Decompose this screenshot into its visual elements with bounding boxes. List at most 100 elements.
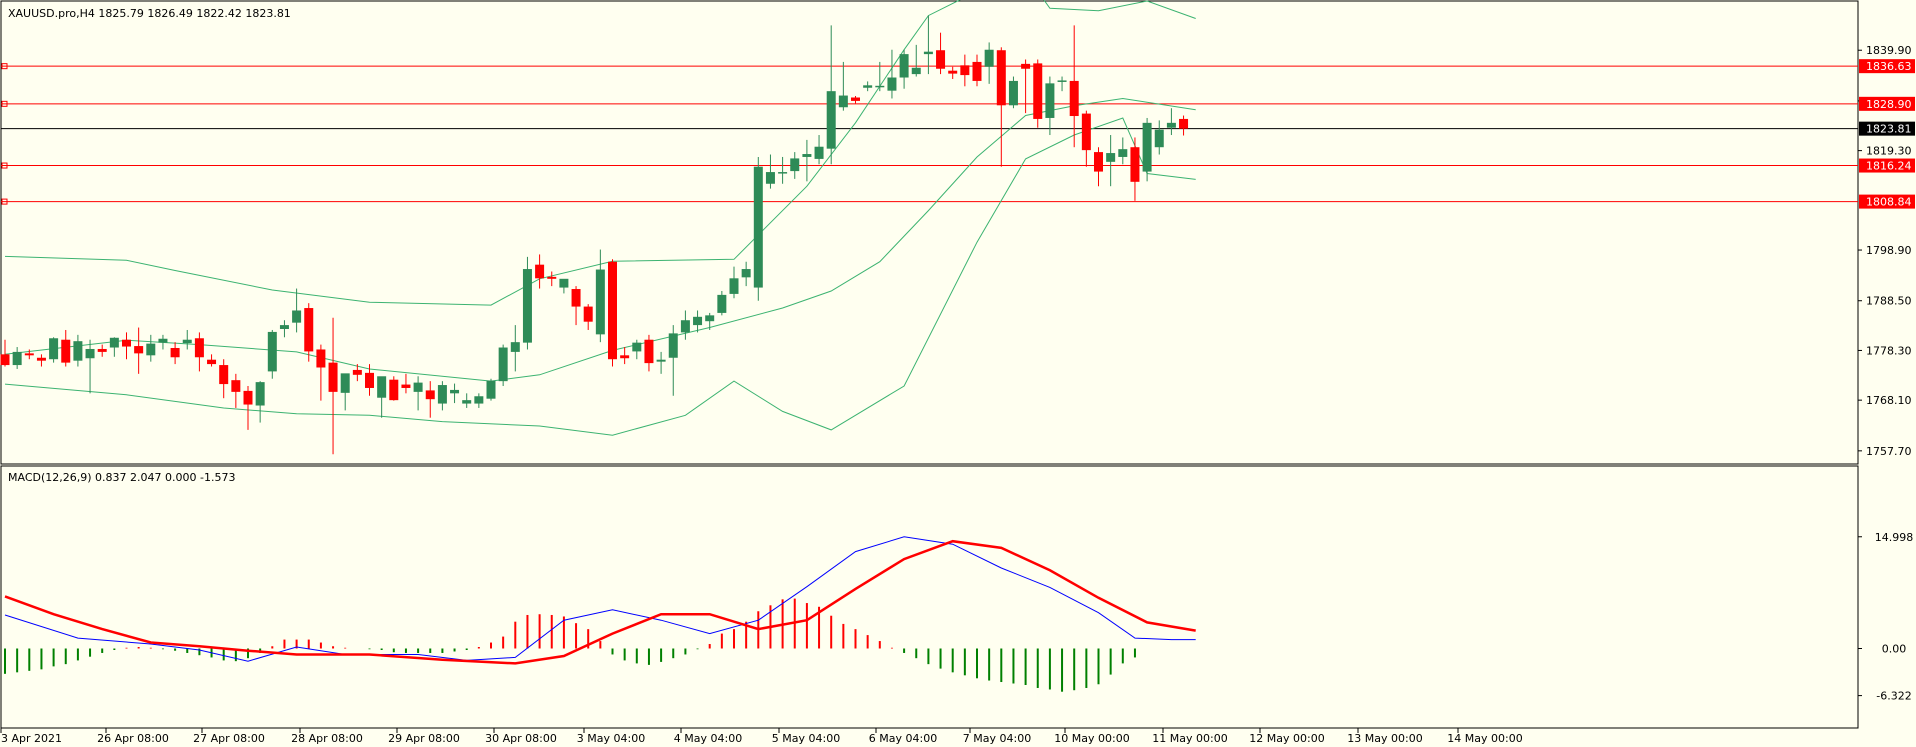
bull-candle-body xyxy=(1154,129,1164,148)
horizontal-levels xyxy=(1,63,1858,205)
bull-candle-body xyxy=(1057,80,1067,82)
bear-candle-body xyxy=(170,348,180,358)
bollinger-upper xyxy=(4,0,1196,306)
time-tick-label: 14 May 00:00 xyxy=(1447,732,1522,745)
level-price-label: 1836.63 xyxy=(1866,60,1912,73)
macd-pane[interactable]: MACD(12,26,9) 0.837 2.047 0.000 -1.573 1… xyxy=(0,465,1913,729)
time-tick-label: 23 Apr 2021 xyxy=(0,732,62,745)
bear-candle-body xyxy=(365,372,374,388)
symbol-header: XAUUSD.pro,H4 1825.79 1826.49 1822.42 18… xyxy=(8,7,291,20)
bear-candle-body xyxy=(571,289,581,307)
bear-candle-body xyxy=(1069,80,1079,117)
bear-candle-body xyxy=(1081,113,1091,151)
bear-candle-body xyxy=(948,70,958,74)
macd-lines xyxy=(4,536,1196,665)
bull-candle-body xyxy=(85,348,95,359)
bull-candle-body xyxy=(863,85,873,88)
bull-candle-body xyxy=(668,333,678,358)
bull-candle-body xyxy=(923,51,933,55)
macd-main-line xyxy=(4,536,1196,662)
bear-candle-body xyxy=(608,261,617,360)
bull-candle-body xyxy=(292,310,302,323)
bull-candle-body xyxy=(802,154,812,157)
bull-candle-body xyxy=(1106,153,1116,162)
bear-candle-body xyxy=(583,306,593,322)
bear-candle-body xyxy=(0,354,10,366)
bear-candle-body xyxy=(231,380,241,392)
bear-candle-body xyxy=(960,65,970,76)
macd-scale: 14.998 0.00 -6.322 xyxy=(1858,531,1913,703)
level-price-tag xyxy=(1859,59,1915,74)
candlesticks xyxy=(0,15,1189,455)
bull-candle-body xyxy=(486,380,496,399)
bull-candle-body xyxy=(279,325,289,329)
macd-scale-label: -6.322 xyxy=(1876,690,1911,703)
level-price-label: 1808.84 xyxy=(1866,196,1912,209)
bull-candle-body xyxy=(1008,80,1018,106)
price-pane[interactable]: XAUUSD.pro,H4 1825.79 1826.49 1822.42 18… xyxy=(0,0,1916,465)
bull-candle-body xyxy=(1166,122,1176,128)
bull-candle-body xyxy=(340,373,350,393)
bull-candle-body xyxy=(49,338,59,360)
time-tick-label: 12 May 00:00 xyxy=(1249,732,1324,745)
bull-candle-body xyxy=(1118,149,1128,157)
bull-candle-body xyxy=(680,320,690,333)
level-anchor xyxy=(1,100,8,107)
time-axis: 23 Apr 2021 26 Apr 08:00 27 Apr 08:00 28 Ap… xyxy=(0,728,1523,745)
bear-candle-body xyxy=(36,357,46,361)
time-tick-label: 11 May 00:00 xyxy=(1152,732,1227,745)
time-tick-label: 28 Apr 08:00 xyxy=(291,732,363,745)
price-tick-label: 1757.70 xyxy=(1866,445,1912,458)
level-price-tag xyxy=(1859,158,1915,173)
level-anchor xyxy=(1,63,8,70)
bear-candle-body xyxy=(1094,152,1103,172)
bear-candle-body xyxy=(61,339,71,363)
bull-candle-body xyxy=(1045,83,1055,118)
bull-candle-body xyxy=(911,67,921,75)
bear-candle-body xyxy=(304,308,314,352)
bear-candle-body xyxy=(24,353,34,356)
bull-candle-body xyxy=(450,389,460,394)
bull-candle-body xyxy=(109,337,119,348)
bull-candle-body xyxy=(741,269,751,278)
bull-candle-body xyxy=(1142,122,1152,172)
bull-candle-body xyxy=(765,172,775,184)
bull-candle-body xyxy=(632,342,642,352)
bull-candle-body xyxy=(182,339,192,344)
macd-signal-line xyxy=(4,539,1196,665)
macd-scale-label: 0.00 xyxy=(1882,643,1907,656)
bull-candle-body xyxy=(413,382,423,392)
bear-candle-body xyxy=(219,365,229,385)
bear-candle-body xyxy=(134,346,144,354)
bull-candle-body xyxy=(899,54,909,78)
bear-candle-body xyxy=(425,390,435,400)
time-tick-label: 7 May 04:00 xyxy=(963,732,1031,745)
bull-candle-body xyxy=(838,95,848,108)
bear-candle-body xyxy=(122,339,131,347)
bull-candle-body xyxy=(510,342,520,352)
bull-candle-body xyxy=(474,396,484,404)
price-tick-label: 1839.90 xyxy=(1866,44,1912,57)
time-tick-label: 26 Apr 08:00 xyxy=(97,732,169,745)
level-anchor xyxy=(1,162,8,169)
level-price-tag xyxy=(1859,96,1915,111)
bull-candle-body xyxy=(729,278,739,294)
bull-candle-body xyxy=(790,158,800,172)
bull-candle-body xyxy=(753,166,763,288)
bull-candle-body xyxy=(462,400,472,404)
price-tick-label: 1788.50 xyxy=(1866,295,1912,308)
bear-candle-body xyxy=(194,338,204,358)
time-tick-label: 4 May 04:00 xyxy=(674,732,742,745)
bull-candle-body xyxy=(875,85,885,88)
price-tick-label: 1798.90 xyxy=(1866,244,1912,257)
current-price-tag xyxy=(1859,121,1915,136)
time-tick-label: 5 May 04:00 xyxy=(772,732,840,745)
bear-candle-body xyxy=(996,50,1006,106)
bull-candle-body xyxy=(814,146,824,159)
bear-candle-body xyxy=(352,369,362,375)
level-price-label: 1828.90 xyxy=(1866,98,1912,111)
bull-candle-body xyxy=(498,347,508,382)
bear-candle-body xyxy=(1179,118,1189,129)
